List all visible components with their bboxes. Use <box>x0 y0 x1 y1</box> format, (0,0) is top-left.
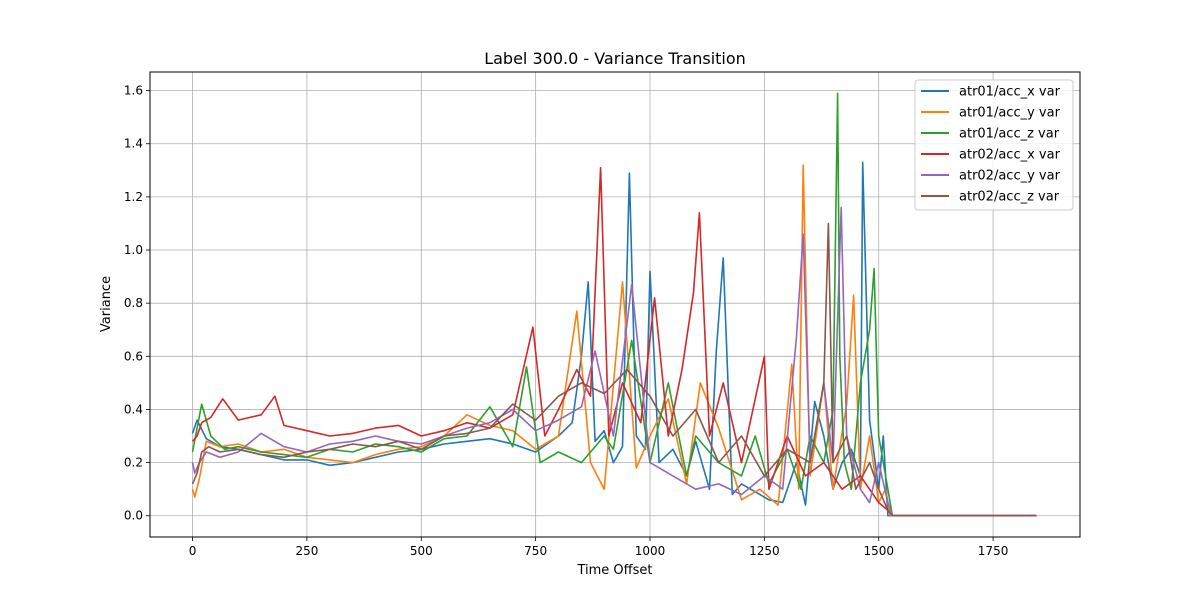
x-tick-label: 500 <box>410 544 433 558</box>
y-tick-label: 0.0 <box>124 509 143 523</box>
series-lines <box>191 92 1037 517</box>
x-tick-label: 1500 <box>863 544 894 558</box>
y-tick-label: 0.8 <box>124 296 143 310</box>
series-line-2 <box>191 164 1037 517</box>
series-line-5 <box>191 206 1037 517</box>
y-tick-label: 0.6 <box>124 349 143 363</box>
series-line-6 <box>191 222 1037 517</box>
x-axis-label: Time Offset <box>576 563 652 578</box>
legend: atr01/acc_x var atr01/acc_y var atr01/acc_… <box>914 79 1074 211</box>
legend-label-4: atr02/acc_x var <box>959 148 1061 163</box>
legend-label-2: atr01/acc_y var <box>959 106 1061 121</box>
x-tick-label: 0 <box>189 544 197 558</box>
y-tick-label: 1.6 <box>124 84 143 98</box>
series-line-1 <box>191 161 1037 517</box>
y-tick-label: 1.2 <box>124 190 143 204</box>
y-tick-label: 1.4 <box>124 137 143 151</box>
legend-label-6: atr02/acc_z var <box>959 190 1060 205</box>
legend-label-3: atr01/acc_z var <box>959 127 1060 142</box>
chart-title: Label 300.0 - Variance Transition <box>484 49 746 68</box>
axis-ticks: 0 250 500 750 1000 1250 1500 1750 0.0 0.2 0.4 0.6 0.… <box>124 84 1008 558</box>
series-line-4 <box>191 166 1037 517</box>
y-axis-label: Variance <box>99 276 114 332</box>
x-tick-label: 250 <box>295 544 318 558</box>
y-tick-label: 0.2 <box>124 456 143 470</box>
y-tick-label: 0.4 <box>124 402 143 416</box>
x-tick-label: 1750 <box>978 544 1009 558</box>
x-tick-label: 750 <box>524 544 547 558</box>
x-tick-label: 1250 <box>749 544 780 558</box>
series-line-3 <box>191 92 1037 517</box>
legend-label-5: atr02/acc_y var <box>959 169 1061 184</box>
legend-box <box>914 79 1074 211</box>
y-tick-label: 1.0 <box>124 243 143 257</box>
legend-label-1: atr01/acc_x var <box>959 85 1061 100</box>
x-tick-label: 1000 <box>635 544 666 558</box>
plot-frame <box>149 71 1081 538</box>
